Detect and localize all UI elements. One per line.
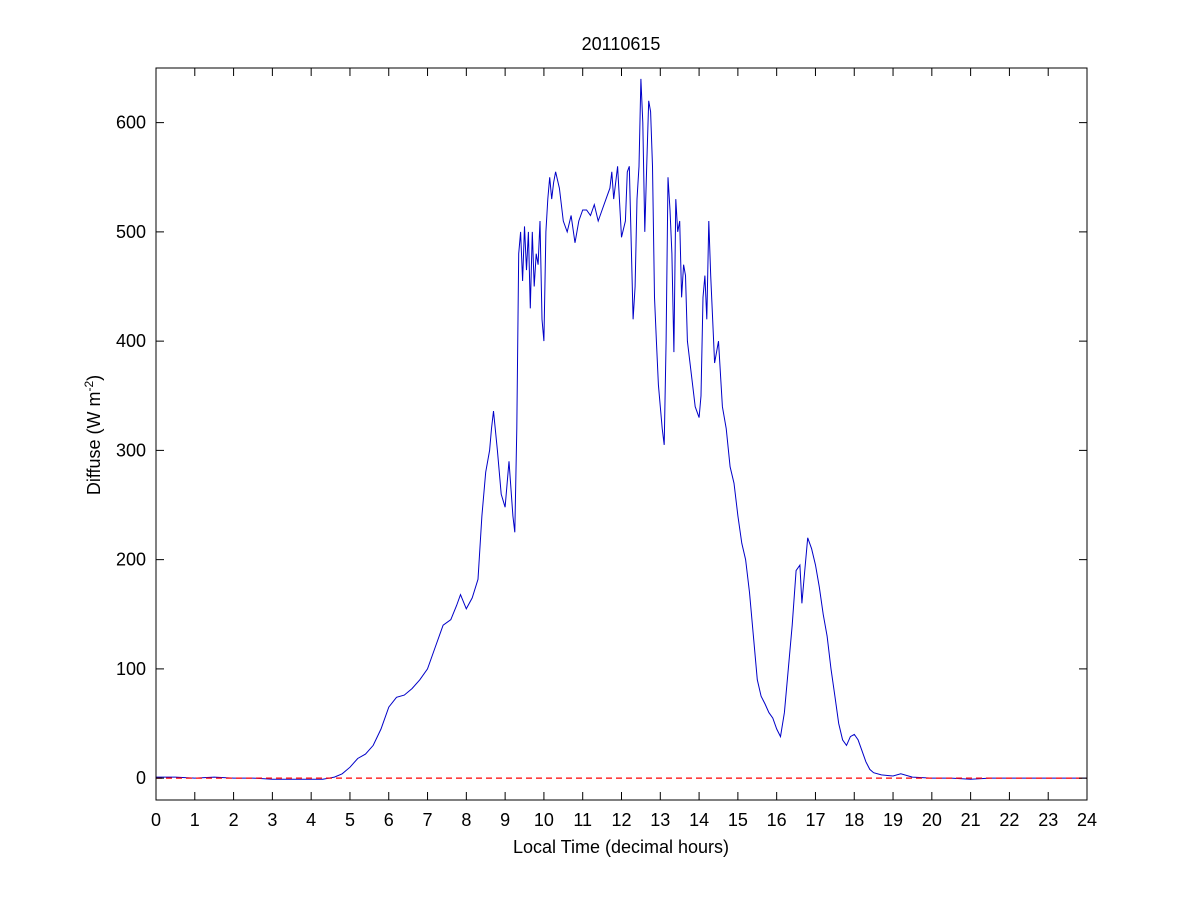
x-tick-label: 15 bbox=[728, 810, 748, 830]
x-tick-label: 4 bbox=[306, 810, 316, 830]
x-tick-label: 13 bbox=[650, 810, 670, 830]
plot-area: 0 1 2 3 4 5 6 7 8 9 10 11 12 13 14 15 16 17 18 19 20 21 22 23 24… bbox=[116, 67, 1097, 830]
chart-title: 20110615 bbox=[582, 34, 661, 54]
y-axis-label: Diffuse (W m-2) bbox=[82, 375, 104, 495]
x-tick-label: 22 bbox=[999, 810, 1019, 830]
y-tick-label: 100 bbox=[116, 659, 146, 679]
x-tick-label: 1 bbox=[190, 810, 200, 830]
x-tick-label: 18 bbox=[844, 810, 864, 830]
x-tick-label: 8 bbox=[461, 810, 471, 830]
x-tick-label: 0 bbox=[151, 810, 161, 830]
y-tick-label: 300 bbox=[116, 440, 146, 460]
x-tick-label: 7 bbox=[423, 810, 433, 830]
x-tick-label: 2 bbox=[229, 810, 239, 830]
diffuse-series-line bbox=[156, 78, 1087, 780]
x-tick-label: 6 bbox=[384, 810, 394, 830]
y-axis-label-main: Diffuse (W m bbox=[84, 391, 104, 495]
y-tick-label: 0 bbox=[136, 768, 146, 788]
plot-frame bbox=[155, 67, 1088, 801]
x-tick-label: 10 bbox=[534, 810, 554, 830]
x-tick-label: 14 bbox=[689, 810, 709, 830]
x-tick-label: 19 bbox=[883, 810, 903, 830]
x-tick-label: 24 bbox=[1077, 810, 1097, 830]
y-tick-label: 600 bbox=[116, 113, 146, 133]
x-tick-label: 9 bbox=[500, 810, 510, 830]
x-tick-label: 16 bbox=[767, 810, 787, 830]
x-tick-label: 11 bbox=[573, 810, 592, 830]
y-tick-label: 200 bbox=[116, 550, 146, 570]
x-tick-label: 23 bbox=[1038, 810, 1058, 830]
x-tick-label: 3 bbox=[267, 810, 277, 830]
y-tick-label: 500 bbox=[116, 222, 146, 242]
x-tick-label: 12 bbox=[611, 810, 631, 830]
x-tick-label: 21 bbox=[961, 810, 981, 830]
y-axis-label-suffix: ) bbox=[84, 375, 104, 381]
y-axis-label-superscript: -2 bbox=[82, 380, 96, 391]
x-tick-label: 5 bbox=[345, 810, 355, 830]
x-tick-label: 20 bbox=[922, 810, 942, 830]
y-tick-label: 400 bbox=[116, 331, 146, 351]
x-axis-label: Local Time (decimal hours) bbox=[513, 837, 729, 857]
x-tick-label: 17 bbox=[805, 810, 825, 830]
